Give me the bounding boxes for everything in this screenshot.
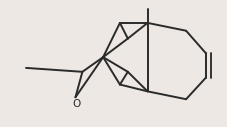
Text: O: O	[72, 99, 81, 109]
